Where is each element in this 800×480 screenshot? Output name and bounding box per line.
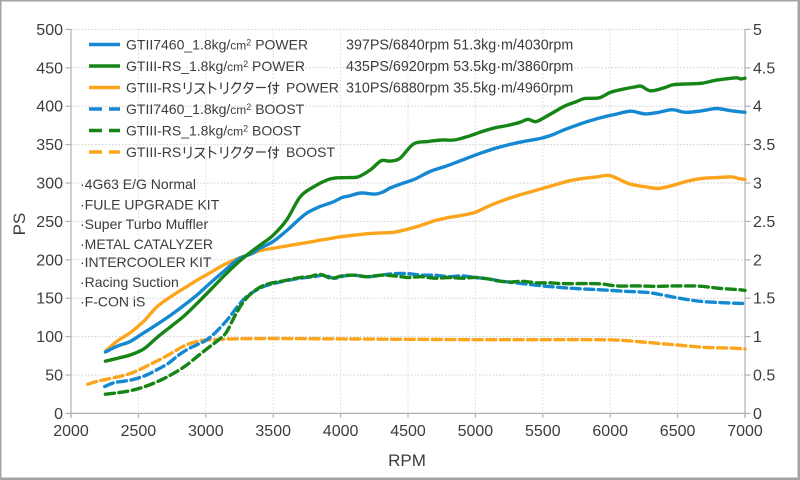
svg-text:450: 450: [36, 60, 63, 77]
svg-text:4000: 4000: [323, 423, 359, 440]
svg-text:4500: 4500: [390, 423, 426, 440]
svg-text:GTIII-RS: GTIII-RS: [126, 80, 181, 96]
svg-text:310PS/6880rpm 35.5kg·m/4960rpm: 310PS/6880rpm 35.5kg·m/4960rpm: [346, 81, 573, 97]
svg-text:5: 5: [753, 22, 762, 39]
svg-text:300: 300: [36, 176, 63, 193]
svg-text:0: 0: [54, 406, 63, 423]
svg-text:3000: 3000: [188, 423, 224, 440]
svg-text:·FULE UPGRADE KIT: ·FULE UPGRADE KIT: [80, 196, 220, 212]
svg-text:435PS/6920rpm 53.5kg·m/3860rpm: 435PS/6920rpm 53.5kg·m/3860rpm: [346, 59, 573, 75]
svg-text:250: 250: [36, 214, 63, 231]
svg-text:7000: 7000: [727, 423, 763, 440]
svg-text:2500: 2500: [121, 423, 157, 440]
svg-text:4.5: 4.5: [753, 60, 775, 77]
svg-text:6000: 6000: [592, 423, 628, 440]
svg-text:·INTERCOOLER KIT: ·INTERCOOLER KIT: [80, 254, 212, 270]
svg-text:1: 1: [753, 329, 762, 346]
svg-text:GTIII-RS_1.8kg/cm2 POWER: GTIII-RS_1.8kg/cm2 POWER: [126, 58, 305, 74]
svg-text:3500: 3500: [255, 423, 291, 440]
svg-text:RPM: RPM: [388, 451, 426, 470]
svg-text:GTII7460_1.8kg/cm2 BOOST: GTII7460_1.8kg/cm2 BOOST: [126, 101, 305, 117]
svg-text:4: 4: [753, 99, 762, 116]
svg-text:350: 350: [36, 137, 63, 154]
svg-text:3.5: 3.5: [753, 137, 775, 154]
svg-text:3: 3: [753, 176, 762, 193]
svg-text:BOOST: BOOST: [286, 144, 335, 160]
svg-text:·F-CON iS: ·F-CON iS: [80, 293, 145, 309]
svg-text:6500: 6500: [660, 423, 696, 440]
svg-text:200: 200: [36, 252, 63, 269]
svg-text:POWER: POWER: [286, 80, 339, 96]
svg-text:·METAL CATALYZER: ·METAL CATALYZER: [80, 236, 213, 252]
svg-text:2.5: 2.5: [753, 214, 775, 231]
svg-text:·4G63 E/G Normal: ·4G63 E/G Normal: [80, 176, 196, 192]
svg-text:PS: PS: [10, 213, 29, 236]
svg-text:1.5: 1.5: [753, 291, 775, 308]
svg-text:100: 100: [36, 329, 63, 346]
svg-text:GTIII-RS_1.8kg/cm2 BOOST: GTIII-RS_1.8kg/cm2 BOOST: [126, 123, 302, 139]
svg-text:50: 50: [45, 368, 63, 385]
svg-text:2: 2: [753, 252, 762, 269]
svg-text:0.5: 0.5: [753, 368, 775, 385]
svg-text:GTII7460_1.8kg/cm2 POWER: GTII7460_1.8kg/cm2 POWER: [126, 37, 308, 53]
svg-text:GTIII-RS: GTIII-RS: [126, 144, 181, 160]
svg-text:0: 0: [753, 406, 762, 423]
svg-text:150: 150: [36, 291, 63, 308]
svg-text:·Super Turbo Muffler: ·Super Turbo Muffler: [80, 216, 208, 232]
svg-text:2000: 2000: [53, 423, 89, 440]
svg-text:5000: 5000: [458, 423, 494, 440]
svg-text:·Racing Suction: ·Racing Suction: [80, 274, 179, 290]
svg-text:400: 400: [36, 99, 63, 116]
svg-text:5500: 5500: [525, 423, 561, 440]
svg-text:500: 500: [36, 22, 63, 39]
svg-text:397PS/6840rpm 51.3kg·m/4030rpm: 397PS/6840rpm 51.3kg·m/4030rpm: [346, 38, 573, 54]
